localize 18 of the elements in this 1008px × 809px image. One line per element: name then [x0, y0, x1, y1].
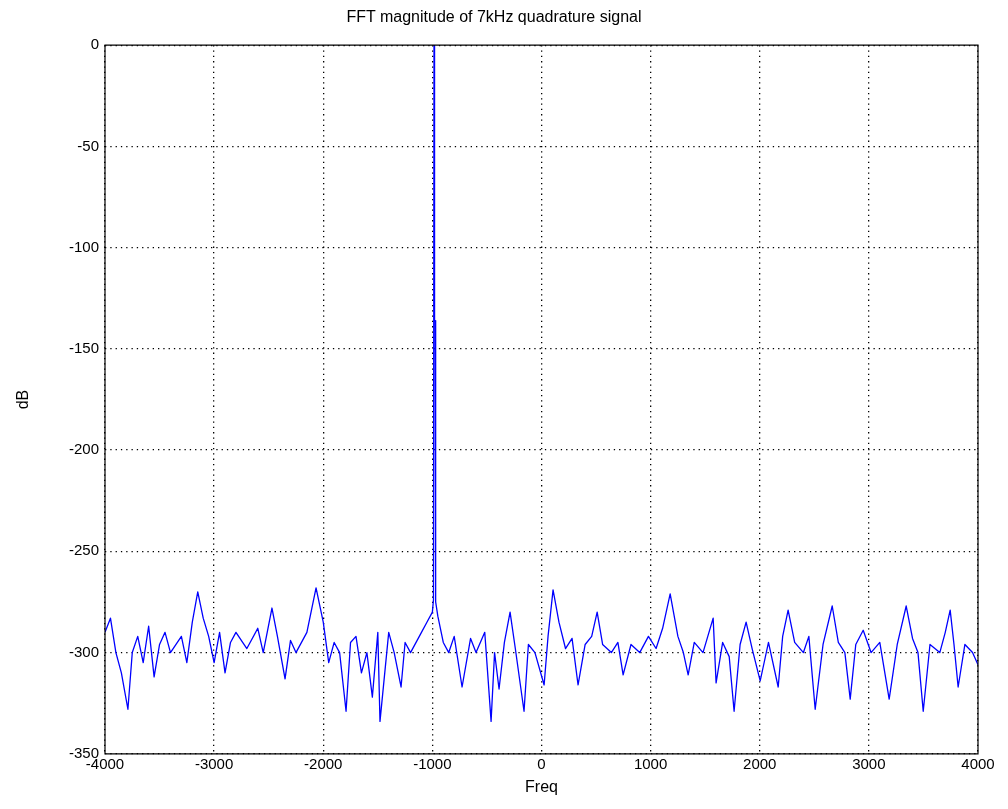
- x-tick-label: 2000: [743, 754, 777, 772]
- y-tick-label: -50: [77, 136, 99, 154]
- y-tick-label: -250: [68, 541, 99, 559]
- x-tick-label: 3000: [852, 754, 886, 772]
- x-axis-title: Freq: [525, 777, 558, 795]
- x-tick-label: 1000: [633, 754, 668, 772]
- y-tick-label: -100: [68, 237, 99, 255]
- y-tick-label: 0: [90, 35, 99, 53]
- y-tick-label: -200: [68, 440, 99, 458]
- x-tick-label: -3000: [194, 754, 234, 772]
- x-tick-label: 4000: [961, 754, 995, 772]
- x-tick-label: -2000: [304, 754, 343, 772]
- x-tick-label: -1000: [413, 754, 452, 772]
- y-tick-label: -300: [68, 642, 99, 660]
- chart-title: FFT magnitude of 7kHz quadrature signal: [346, 8, 642, 26]
- x-tick-label: 0: [537, 754, 546, 772]
- y-tick-label: -150: [68, 339, 99, 357]
- y-axis-title: dB: [14, 389, 32, 410]
